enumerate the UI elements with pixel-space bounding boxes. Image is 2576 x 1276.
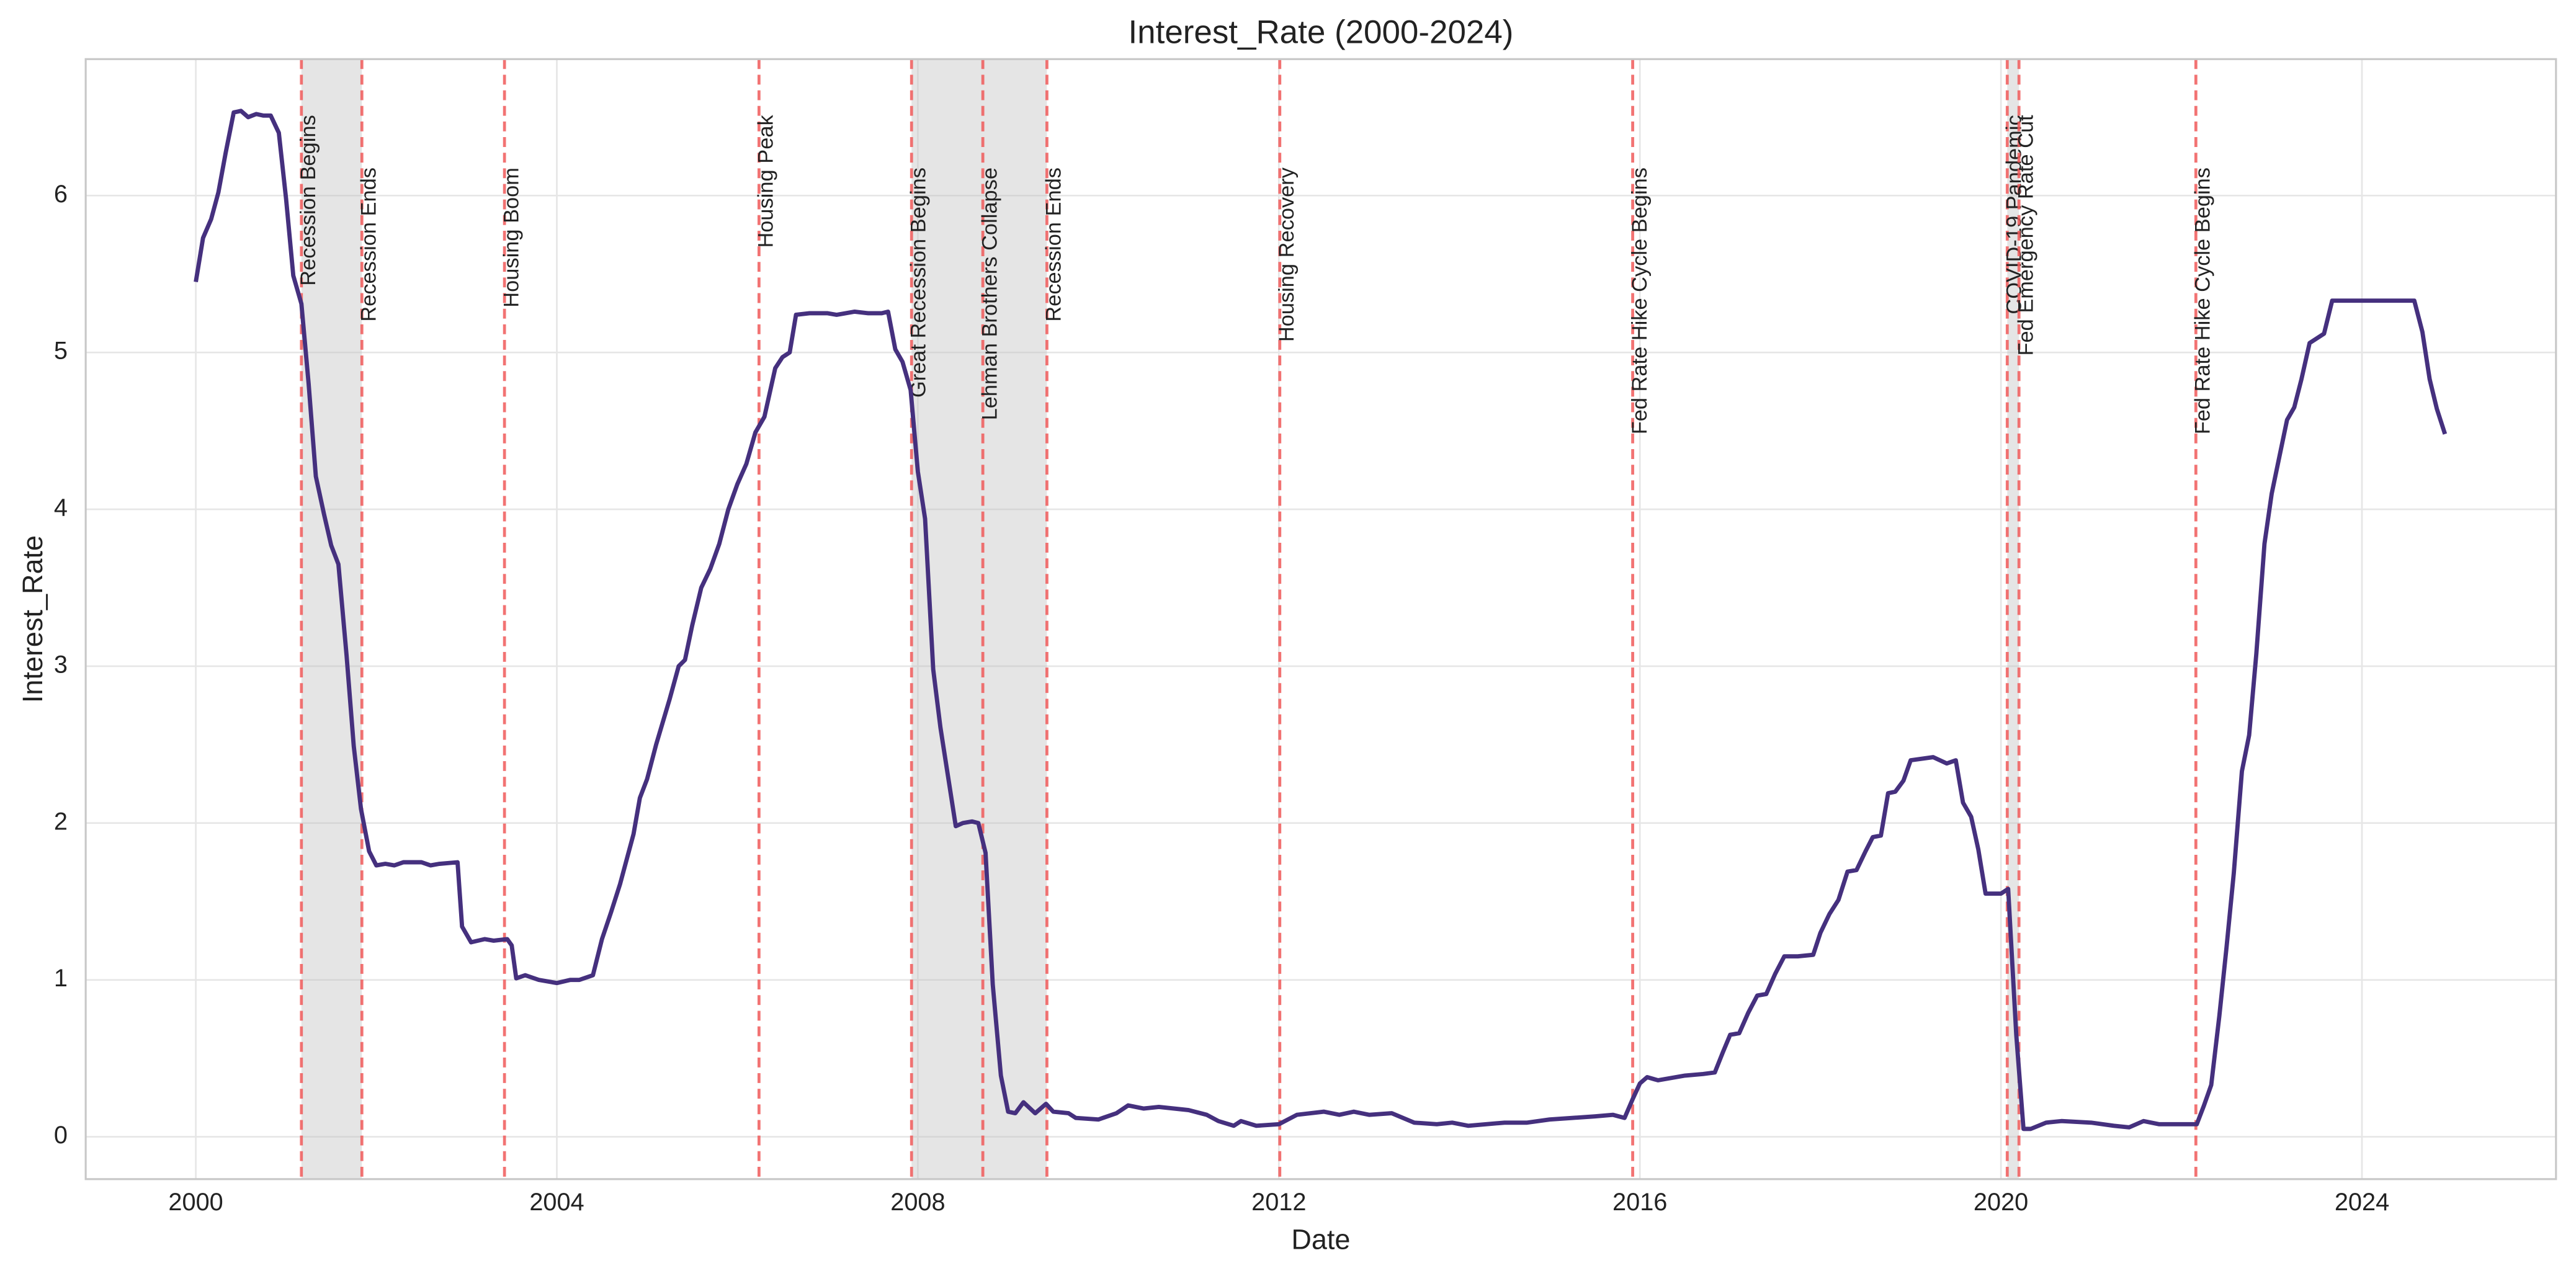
event-lines: Recession Begins Recession Ends Housing Bo…	[297, 59, 2215, 1179]
line	[194, 109, 2448, 1131]
event-label: Lehman Brothers Collapse	[978, 167, 1001, 420]
x-tick-label: 2016	[1612, 1189, 1667, 1216]
event-label: Recession Begins	[297, 115, 320, 285]
series	[194, 109, 2448, 1131]
event-label: Recession Ends	[1042, 167, 1066, 322]
shaded-regions	[301, 59, 2019, 1179]
event-label: Fed Rate Hike Cycle Begins	[1628, 167, 1652, 434]
shaded-region	[301, 59, 362, 1179]
event-label: COVID-19 Pandemic	[2003, 115, 2026, 314]
y-tick-label: 6	[54, 181, 68, 208]
ticks: 0 1 2 3 4 5 6 2000 2004 2008 2012 2016 2020 2024	[54, 181, 2389, 1216]
y-tick-label: 4	[54, 494, 68, 522]
chart-title: Interest_Rate (2000-2024)	[1128, 14, 1513, 51]
shaded-region	[911, 59, 1047, 1179]
event-label: Housing Recovery	[1275, 167, 1299, 342]
y-tick-label: 5	[54, 337, 68, 365]
event-label: Housing Peak	[754, 115, 778, 248]
x-tick-label: 2024	[2335, 1189, 2389, 1216]
grid	[86, 59, 2556, 1179]
y-tick-label: 3	[54, 651, 68, 678]
y-axis-label: Interest_Rate	[17, 535, 48, 703]
event-label: Housing Boom	[499, 167, 523, 308]
plot-frame	[84, 58, 2557, 1180]
event-label: Fed Rate Hike Cycle Begins	[2191, 167, 2215, 434]
y-tick-label: 1	[54, 965, 68, 992]
x-axis-label: Date	[1291, 1223, 1350, 1255]
event-label: Great Recession Begins	[907, 167, 931, 398]
x-tick-label: 2004	[529, 1189, 584, 1216]
x-tick-label: 2012	[1251, 1189, 1306, 1216]
y-tick-label: 2	[54, 808, 68, 835]
event-label: Recession Ends	[357, 167, 381, 322]
x-tick-label: 2020	[1974, 1189, 2028, 1216]
y-tick-label: 0	[54, 1122, 68, 1149]
x-tick-label: 2000	[168, 1189, 223, 1216]
event-label: Fed Emergency Rate Cut	[2015, 115, 2038, 356]
x-tick-label: 2008	[890, 1189, 945, 1216]
